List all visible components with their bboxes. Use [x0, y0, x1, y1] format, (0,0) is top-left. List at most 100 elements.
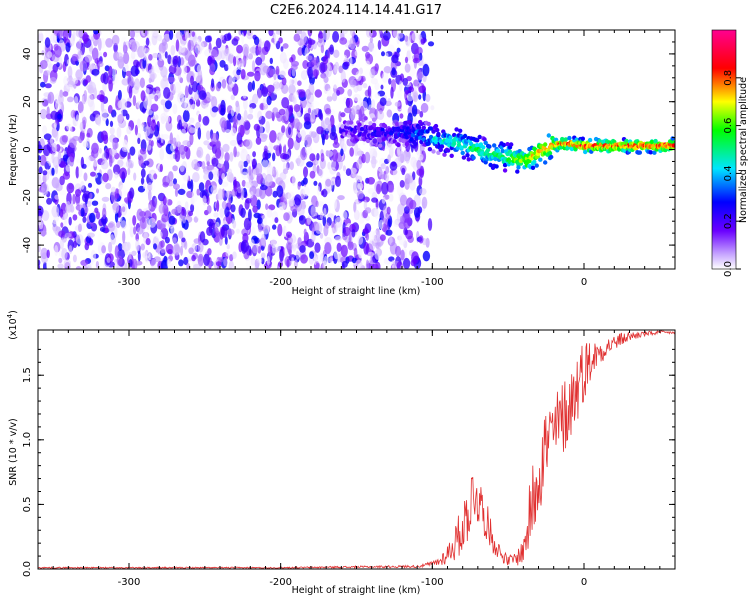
- noise-blob: [206, 130, 211, 141]
- noise-blob: [97, 233, 102, 246]
- noise-blob: [185, 147, 191, 160]
- noise-blob: [387, 142, 395, 152]
- noise-blob: [80, 207, 85, 217]
- noise-blob: [261, 159, 269, 170]
- noise-blob: [184, 85, 189, 99]
- noise-blob: [279, 51, 287, 64]
- noise-blob: [50, 33, 57, 44]
- noise-blob: [419, 111, 424, 118]
- noise-blob: [85, 156, 91, 168]
- noise-blob: [174, 188, 179, 197]
- noise-blob: [265, 173, 273, 187]
- noise-blob: [306, 215, 312, 225]
- noise-blob: [251, 60, 256, 73]
- noise-blob: [354, 49, 361, 57]
- noise-blob: [281, 83, 289, 94]
- x-tick-label: -200: [269, 277, 292, 288]
- noise-blob: [91, 142, 99, 154]
- noise-blob: [296, 111, 302, 119]
- noise-blob: [172, 103, 178, 115]
- noise-blob: [92, 159, 98, 167]
- noise-blob: [64, 212, 68, 223]
- noise-blob: [129, 30, 136, 39]
- noise-blob: [39, 30, 43, 35]
- noise-blob: [221, 120, 227, 133]
- noise-blob: [180, 245, 183, 256]
- noise-blob: [197, 253, 204, 267]
- noise-blob: [310, 205, 316, 218]
- noise-blob: [53, 122, 58, 129]
- noise-blob: [226, 244, 230, 250]
- noise-blob: [259, 62, 268, 76]
- noise-blob: [82, 141, 89, 148]
- noise-blob: [153, 173, 158, 180]
- noise-blob: [278, 37, 283, 44]
- noise-blob: [61, 248, 68, 261]
- noise-blob: [314, 242, 321, 253]
- noise-blob: [258, 222, 263, 233]
- noise-blob: [241, 241, 247, 254]
- noise-blob: [148, 250, 152, 261]
- noise-blob: [227, 113, 232, 120]
- x-tick-label: -200: [269, 577, 292, 588]
- ridge-point: [396, 142, 401, 148]
- noise-blob: [241, 171, 248, 179]
- noise-blob: [83, 206, 89, 213]
- ridge-point: [483, 140, 488, 145]
- ridge-point: [538, 157, 543, 162]
- noise-blob: [164, 100, 172, 110]
- noise-blob: [282, 43, 289, 49]
- noise-blob: [417, 153, 424, 161]
- noise-blob: [411, 31, 420, 42]
- colorbar-tick-label: 0.2: [723, 213, 734, 229]
- noise-blob: [276, 185, 284, 198]
- noise-blob: [161, 38, 167, 47]
- noise-blob: [183, 256, 189, 266]
- noise-blob: [306, 161, 314, 168]
- noise-blob: [319, 61, 326, 74]
- noise-blob: [100, 130, 108, 141]
- noise-blob: [417, 206, 423, 214]
- noise-blob: [254, 260, 260, 269]
- noise-blob: [244, 199, 250, 210]
- noise-blob: [252, 151, 256, 158]
- noise-blob: [243, 160, 248, 168]
- ridge-point: [530, 165, 536, 170]
- ridge-point: [442, 152, 447, 157]
- noise-blob: [155, 90, 161, 96]
- noise-blob: [241, 179, 246, 187]
- noise-blob: [175, 134, 180, 147]
- noise-blob: [38, 205, 44, 217]
- noise-blob: [320, 212, 324, 220]
- noise-blob: [244, 181, 253, 188]
- noise-blob: [134, 124, 138, 136]
- noise-blob: [205, 77, 213, 88]
- y-tick-label: 20: [22, 95, 33, 108]
- noise-blob: [303, 166, 308, 178]
- noise-blob: [241, 32, 245, 45]
- noise-blob: [72, 254, 77, 263]
- ridge-point: [495, 148, 501, 153]
- noise-blob: [197, 127, 202, 140]
- noise-blob: [168, 215, 176, 225]
- noise-blob: [127, 167, 131, 176]
- noise-blob: [112, 116, 117, 127]
- noise-blob: [257, 217, 263, 225]
- noise-blob: [128, 259, 133, 268]
- noise-blob: [262, 150, 269, 161]
- noise-blob: [160, 240, 165, 248]
- noise-blob: [248, 165, 252, 176]
- noise-blob: [151, 65, 155, 75]
- snr-frame: [37, 329, 676, 570]
- noise-blob: [261, 257, 265, 265]
- noise-blob: [170, 83, 174, 91]
- noise-blob: [391, 67, 396, 76]
- noise-blob: [240, 187, 245, 201]
- noise-blob: [290, 205, 298, 212]
- noise-blob: [38, 264, 41, 269]
- noise-blob: [422, 63, 430, 77]
- signal-ridge: [339, 116, 675, 174]
- noise-blob: [309, 111, 316, 123]
- noise-blob: [159, 148, 165, 161]
- noise-blob: [178, 230, 184, 239]
